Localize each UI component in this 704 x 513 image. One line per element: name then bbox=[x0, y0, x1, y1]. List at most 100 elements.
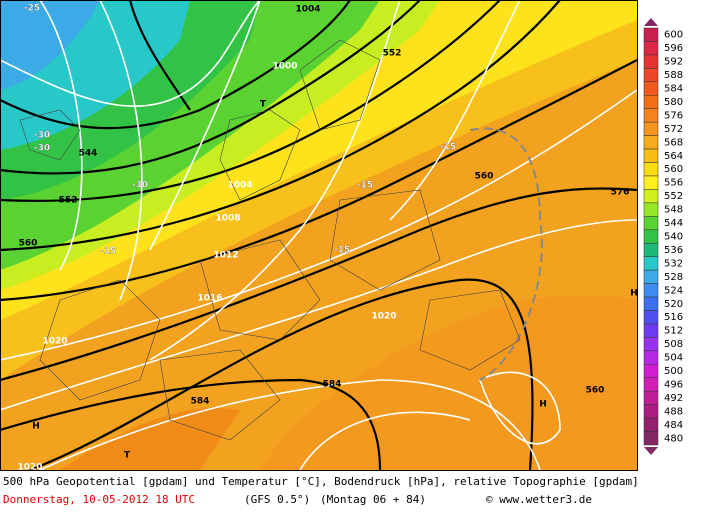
map-label: 576 bbox=[611, 188, 630, 198]
caption-model: (GFS 0.5°) bbox=[244, 493, 310, 506]
legend-label: 560 bbox=[664, 164, 683, 175]
legend-swatch bbox=[643, 54, 659, 69]
legend-label: 552 bbox=[664, 191, 683, 202]
legend-label: 508 bbox=[664, 339, 683, 350]
legend-swatch bbox=[643, 135, 659, 150]
legend-swatch bbox=[643, 68, 659, 83]
legend-label: 516 bbox=[664, 312, 683, 323]
caption-run: (Montag 06 + 84) bbox=[320, 493, 426, 506]
legend-swatch bbox=[643, 189, 659, 204]
legend-label: 600 bbox=[664, 30, 683, 41]
legend-swatch bbox=[643, 310, 659, 325]
legend-swatch bbox=[643, 148, 659, 163]
map-label: 560 bbox=[586, 386, 605, 396]
map-label: 1000 bbox=[272, 62, 297, 72]
map-label: -15 bbox=[357, 181, 373, 191]
map-label: 1012 bbox=[213, 251, 238, 261]
legend-swatch bbox=[643, 108, 659, 123]
legend-swatch bbox=[643, 27, 659, 42]
legend-swatch bbox=[643, 81, 659, 96]
legend-label: 556 bbox=[664, 178, 683, 189]
map-label: 552 bbox=[59, 196, 78, 206]
legend-label: 564 bbox=[664, 151, 683, 162]
legend-swatch bbox=[643, 364, 659, 378]
legend-swatch bbox=[643, 323, 659, 338]
map-label: 552 bbox=[383, 49, 402, 59]
legend-swatch bbox=[643, 417, 659, 432]
map-label: 1004 bbox=[227, 181, 252, 191]
legend-swatch bbox=[643, 175, 659, 190]
legend-label: 544 bbox=[664, 218, 683, 229]
legend-swatch bbox=[643, 377, 659, 392]
legend-label: 576 bbox=[664, 110, 683, 121]
map-label: 1016 bbox=[197, 294, 222, 304]
map-label: 1008 bbox=[215, 214, 240, 224]
map-label: 1020 bbox=[371, 312, 396, 322]
map bbox=[0, 0, 637, 470]
legend-swatch bbox=[643, 41, 659, 56]
legend-label: 588 bbox=[664, 70, 683, 81]
map-label: 544 bbox=[79, 149, 98, 159]
legend-label: 488 bbox=[664, 406, 683, 417]
legend-swatch bbox=[643, 337, 659, 352]
legend-label: 484 bbox=[664, 420, 683, 431]
legend-label: 528 bbox=[664, 272, 683, 283]
legend-swatch bbox=[643, 350, 659, 365]
legend-label: 540 bbox=[664, 232, 683, 243]
legend-swatch bbox=[643, 202, 659, 217]
map-label: -15 bbox=[100, 247, 116, 257]
map-frame bbox=[0, 0, 638, 471]
legend-label: 536 bbox=[664, 245, 683, 256]
legend-swatch bbox=[643, 390, 659, 405]
legend-label: 504 bbox=[664, 353, 683, 364]
caption-credit: © www.wetter3.de bbox=[486, 493, 592, 506]
map-label: 584 bbox=[323, 380, 342, 390]
legend-label: 532 bbox=[664, 258, 683, 269]
legend-swatch bbox=[643, 95, 659, 109]
caption: 500 hPa Geopotential [gpdam] und Tempera… bbox=[3, 475, 639, 488]
legend-swatch bbox=[643, 162, 659, 177]
legend-swatch bbox=[643, 242, 659, 257]
map-label: 560 bbox=[475, 172, 494, 182]
legend-swatch bbox=[643, 296, 659, 311]
legend-swatch bbox=[643, 256, 659, 271]
map-label: -30 bbox=[132, 181, 148, 191]
legend-swatch bbox=[643, 269, 659, 284]
legend-label: 520 bbox=[664, 299, 683, 310]
map-label: T bbox=[260, 100, 267, 110]
legend-label: 572 bbox=[664, 124, 683, 135]
legend-swatch bbox=[643, 216, 659, 231]
legend-swatch bbox=[643, 283, 659, 298]
map-label: -30 bbox=[34, 144, 50, 154]
legend-label: 512 bbox=[664, 326, 683, 337]
legend-label: 580 bbox=[664, 97, 683, 108]
legend-label: 500 bbox=[664, 366, 683, 377]
map-label: 1004 bbox=[295, 5, 320, 15]
map-label: 584 bbox=[191, 397, 210, 407]
map-label: 1020 bbox=[17, 463, 42, 473]
legend-swatch bbox=[643, 121, 659, 136]
legend-swatch bbox=[643, 229, 659, 244]
legend-label: 496 bbox=[664, 379, 683, 390]
map-label: T bbox=[124, 451, 131, 461]
map-label: -15 bbox=[334, 246, 350, 256]
legend-label: 524 bbox=[664, 285, 683, 296]
legend-label: 480 bbox=[664, 433, 683, 444]
legend-label: 568 bbox=[664, 137, 683, 148]
legend-swatch bbox=[643, 404, 659, 419]
map-label: 560 bbox=[19, 239, 38, 249]
caption-date: Donnerstag, 10-05-2012 18 UTC bbox=[3, 493, 195, 506]
legend-label: 584 bbox=[664, 84, 683, 95]
map-label: 1020 bbox=[42, 337, 67, 347]
map-label: H bbox=[539, 400, 547, 410]
legend-swatch bbox=[643, 431, 659, 446]
map-label: H bbox=[32, 422, 40, 432]
legend-label: 596 bbox=[664, 43, 683, 54]
map-label: -30 bbox=[34, 131, 50, 141]
legend-label: 492 bbox=[664, 393, 683, 404]
legend-label: 592 bbox=[664, 57, 683, 68]
map-label: -25 bbox=[24, 4, 40, 14]
map-label: -15 bbox=[440, 143, 456, 153]
map-label: H bbox=[630, 289, 638, 299]
